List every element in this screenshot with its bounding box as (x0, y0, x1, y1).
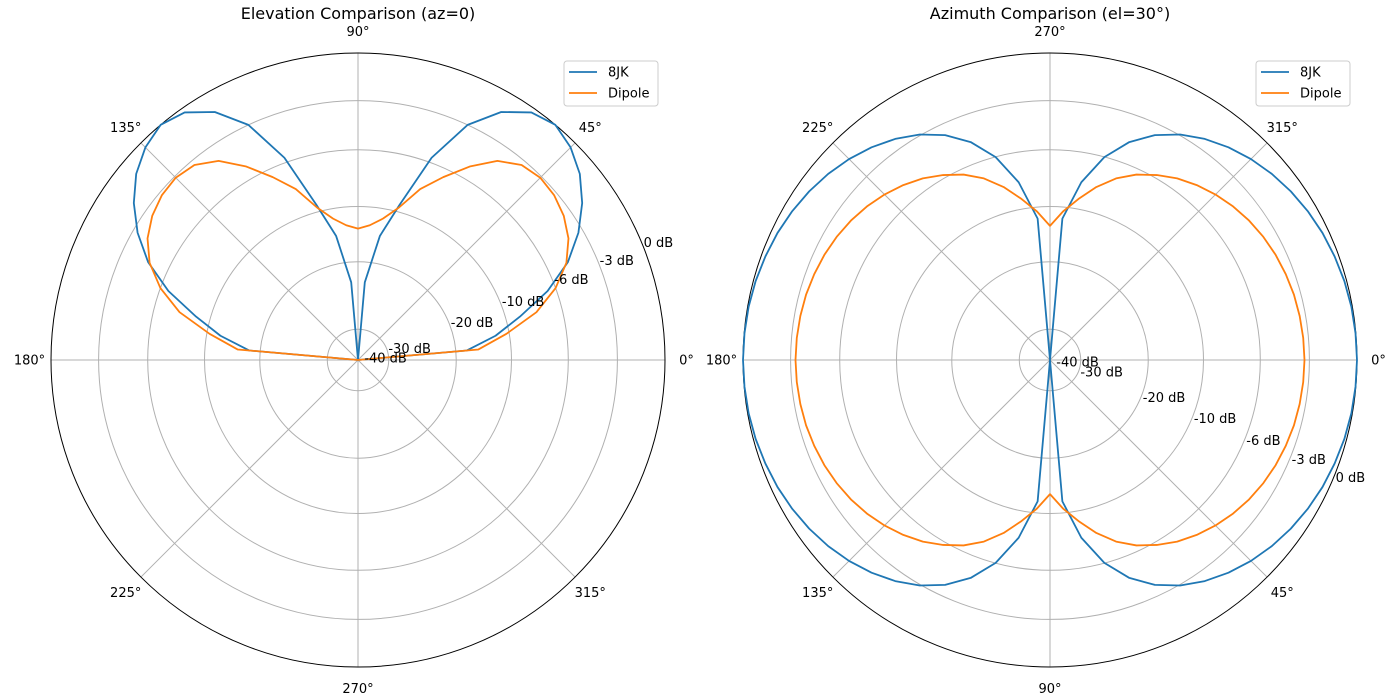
elevation-radial-tick-label: -6 dB (554, 273, 588, 288)
elevation-radial-tick-label: -10 dB (502, 295, 545, 310)
elevation-polar-plot: Elevation Comparison (az=0) 0° 45° 90° 135°… (14, 4, 694, 697)
elevation-angular-gridline (357, 359, 576, 578)
elevation-plot-title: Elevation Comparison (az=0) (241, 4, 476, 23)
azimuth-plot-title: Azimuth Comparison (el=30°) (930, 4, 1170, 23)
elevation-angle-tick-label: 0° (679, 354, 694, 369)
azimuth-legend: 8JK Dipole (1255, 60, 1351, 107)
elevation-angle-tick-label: 180° (14, 354, 45, 369)
elevation-angle-tick-label: 225° (110, 586, 141, 601)
elevation-series (132, 111, 584, 361)
elevation-radial-tick-label: -40 dB (364, 352, 407, 367)
azimuth-angle-tick-label: 270° (1034, 25, 1065, 40)
azimuth-radial-tick-label: -40 dB (1056, 355, 1099, 370)
azimuth-legend-label-dipole: Dipole (1300, 87, 1341, 102)
elevation-angular-gridline (140, 359, 359, 578)
azimuth-angular-gridline (1049, 359, 1268, 578)
azimuth-series (742, 133, 1358, 587)
azimuth-tick-labels: 0° 45° 90° 135° 180° 225° 270° 315° -40 dB-30 dB… (706, 25, 1386, 697)
azimuth-angular-gridline (832, 359, 1051, 578)
azimuth-legend-label-8jk: 8JK (1300, 66, 1321, 81)
elevation-legend: 8JK Dipole (563, 60, 659, 107)
elevation-outer-frame (50, 52, 666, 668)
azimuth-radial-tick-label: -10 dB (1194, 412, 1237, 427)
azimuth-angle-tick-label: 90° (1038, 682, 1061, 697)
azimuth-radial-tick-label: -3 dB (1292, 453, 1326, 468)
elevation-legend-label-8jk: 8JK (608, 66, 629, 81)
azimuth-radial-tick-label: -30 dB (1080, 365, 1123, 380)
elevation-angle-tick-label: 315° (575, 586, 606, 601)
elevation-angular-gridline (357, 142, 576, 361)
azimuth-radial-tick-label: 0 dB (1336, 471, 1366, 486)
azimuth-radial-tick-label: -20 dB (1143, 391, 1186, 406)
azimuth-angular-gridline (1049, 142, 1268, 361)
elevation-angle-tick-label: 270° (342, 682, 373, 697)
azimuth-angle-tick-label: 135° (802, 586, 833, 601)
elevation-radial-tick-label: -20 dB (451, 316, 494, 331)
elevation-angle-tick-label: 135° (110, 121, 141, 136)
azimuth-series-8jk-line (742, 133, 1358, 587)
azimuth-angle-tick-label: 45° (1271, 586, 1294, 601)
elevation-grid (50, 52, 666, 668)
azimuth-radial-tick-label: -6 dB (1246, 434, 1280, 449)
elevation-tick-labels: 0° 45° 90° 135° 180° 225° 270° 315° -40 dB-30 dB… (14, 25, 694, 697)
elevation-legend-label-dipole: Dipole (608, 87, 649, 102)
elevation-radial-tick-label: -30 dB (388, 342, 431, 357)
elevation-angle-tick-label: 90° (346, 25, 369, 40)
elevation-angle-tick-label: 45° (579, 121, 602, 136)
azimuth-series-dipole-line (794, 173, 1306, 547)
elevation-series-dipole-line (146, 160, 570, 361)
elevation-radial-tick-label: 0 dB (644, 236, 674, 251)
azimuth-angle-tick-label: 180° (706, 354, 737, 369)
azimuth-angle-tick-label: 315° (1267, 121, 1298, 136)
azimuth-polar-plot: Azimuth Comparison (el=30°) 0° 45° 90° 135°… (706, 4, 1386, 697)
azimuth-angular-gridline (832, 142, 1051, 361)
elevation-angular-gridline (140, 142, 359, 361)
elevation-radial-tick-label: -3 dB (600, 254, 634, 269)
azimuth-angle-tick-label: 225° (802, 121, 833, 136)
azimuth-angle-tick-label: 0° (1371, 354, 1386, 369)
